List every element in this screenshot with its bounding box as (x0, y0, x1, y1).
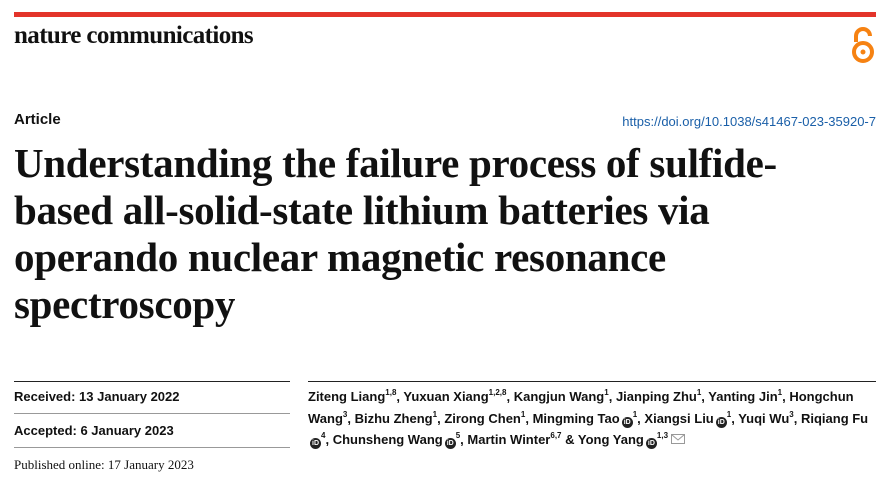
author-name: Kangjun Wang (513, 389, 605, 404)
title-line: Understanding the failure process of sul… (14, 140, 777, 186)
doi-link[interactable]: https://doi.org/10.1038/s41467-023-35920… (622, 114, 876, 129)
orcid-icon: iD (310, 438, 321, 449)
orcid-icon: iD (444, 438, 456, 449)
author: Yanting Jin1, (708, 388, 786, 405)
affiliation: 5 (455, 431, 461, 440)
orcid-icon: iD (715, 416, 727, 428)
title-line: operando nuclear magnetic resonance (14, 234, 666, 280)
open-access-icon (852, 27, 874, 63)
separator: , (460, 432, 464, 447)
article-type: Article (14, 111, 61, 128)
top-bar (14, 12, 876, 17)
author-name: Xiangsi Liu (644, 410, 714, 426)
separator: , (637, 410, 641, 426)
affiliation: 1 (726, 409, 732, 419)
author: Riqiang FuiD4, (308, 410, 869, 449)
separator: , (396, 389, 401, 404)
author-name: Yuxuan Xiang (403, 389, 489, 404)
affiliation: 1 (696, 388, 702, 397)
author: Xiangsi Liu iD1, (644, 409, 735, 428)
rule (14, 381, 290, 382)
author-name: Mingming Tao (532, 410, 620, 426)
separator: , (782, 389, 786, 404)
affiliation: 6,7 (550, 431, 562, 440)
rule (308, 381, 876, 382)
author: Chunsheng Wang iD5, (332, 431, 464, 449)
author-name: Hongchun Wang (308, 389, 854, 426)
separator: , (506, 389, 511, 404)
author-name: Yuqi Wu (738, 410, 790, 426)
separator: , (347, 410, 351, 426)
accepted-date: Accepted: 6 January 2023 (14, 423, 174, 438)
separator: , (608, 389, 613, 404)
separator: , (325, 432, 330, 447)
author: Yuxuan Xiang1,2,8, (403, 388, 511, 405)
separator: & (565, 432, 575, 447)
separator: , (701, 389, 705, 404)
separator: , (437, 410, 441, 426)
affiliation: 1 (520, 409, 526, 419)
orcid-icon: iD (645, 438, 657, 449)
author: Zirong Chen1, (444, 409, 529, 426)
author-name: Yanting Jin (708, 389, 778, 404)
rule (14, 447, 290, 448)
affiliation: 1,2,8 (488, 388, 507, 397)
author-name: Martin Winter (467, 432, 551, 447)
author: Hongchun Wang3, (308, 389, 854, 426)
title-line: spectroscopy (14, 281, 236, 327)
received-date: Received: 13 January 2022 (14, 389, 180, 404)
author-name: Jianping Zhu (615, 389, 697, 404)
affiliation: 3 (342, 409, 348, 419)
separator: , (525, 410, 529, 426)
affiliation: 3 (789, 409, 794, 419)
author: Martin Winter6,7 & (467, 431, 575, 448)
title: Understanding the failure process of sul… (14, 140, 777, 328)
affiliation: 4 (321, 431, 326, 440)
affiliation: 1 (777, 388, 783, 397)
mail-icon[interactable] (671, 434, 686, 444)
author-name: Bizhu Zheng (354, 410, 433, 426)
author-name: Ziteng Liang (308, 389, 386, 404)
title-line: based all-solid-state lithium batteries … (14, 187, 710, 233)
author-name: Chunsheng Wang (332, 432, 443, 447)
author: Bizhu Zheng1, (354, 409, 441, 426)
affiliation: 1 (432, 409, 438, 419)
separator: , (793, 410, 798, 426)
separator: , (731, 410, 735, 426)
author-name: Zirong Chen (444, 410, 521, 426)
published-date: Published online: 17 January 2023 (14, 457, 194, 472)
author: Kangjun Wang1, (513, 388, 613, 405)
affiliation: 1,3 (656, 431, 669, 440)
author: Mingming Tao iD1, (532, 409, 641, 428)
author: Yuqi Wu3, (738, 409, 798, 426)
affiliation: 1 (604, 388, 609, 397)
journal-name: nature communications (14, 22, 254, 49)
affiliation: 1,8 (385, 388, 397, 397)
author: Ziteng Liang1,8, (308, 388, 401, 405)
author-name: Yong Yang (577, 432, 644, 447)
author-list: Ziteng Liang1,8, Yuxuan Xiang1,2,8, Kang… (308, 386, 878, 451)
orcid-icon: iD (621, 416, 633, 428)
author-name: Riqiang Fu (800, 410, 869, 426)
affiliation: 1 (632, 409, 638, 419)
author: Jianping Zhu1, (615, 388, 705, 405)
author: Yong Yang iD1,3 (577, 431, 686, 449)
rule (14, 413, 290, 414)
